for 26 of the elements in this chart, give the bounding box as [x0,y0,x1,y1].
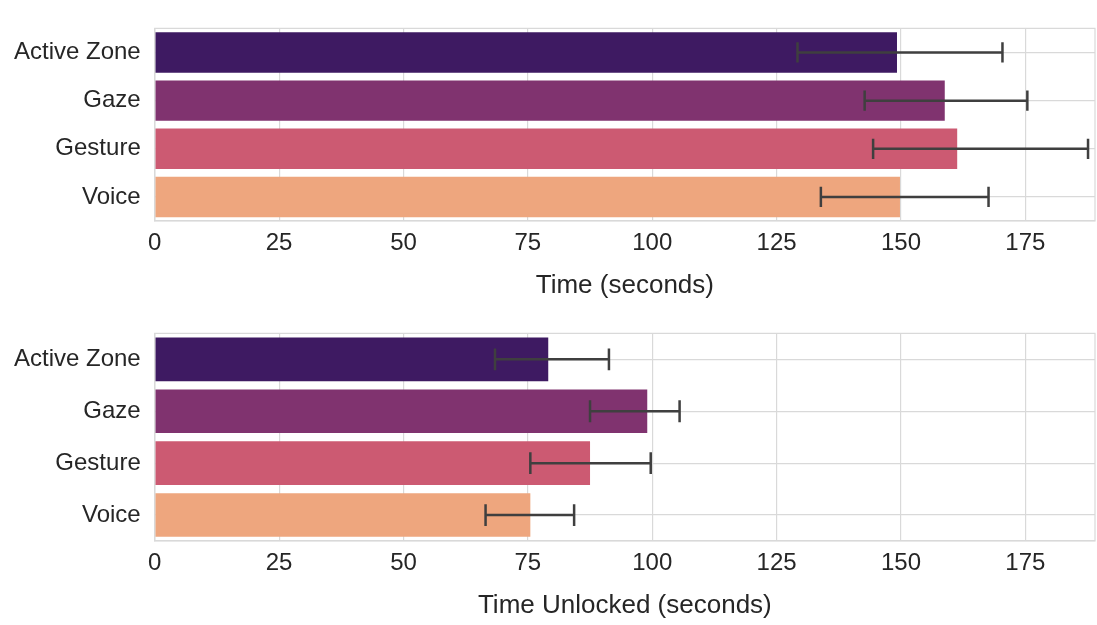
x-tick-label: 100 [632,228,673,256]
x-tick-label: 25 [265,548,293,576]
x-tick-label: 125 [756,228,797,256]
x-tick-label: 0 [148,548,162,576]
y-tick-label: Voice [82,181,141,209]
x-tick-label: 175 [1005,228,1046,256]
x-tick-label: 100 [632,548,673,576]
x-tick-label: 50 [390,228,417,256]
y-tick-label: Gaze [83,85,141,113]
y-tick-label: Gaze [83,395,141,423]
x-axis-title: Time Unlocked (seconds) [477,588,772,619]
x-tick-label: 150 [880,548,921,576]
x-tick-label: 0 [148,228,162,256]
y-tick-label: Active Zone [13,37,141,65]
y-tick-label: Voice [82,499,141,527]
y-tick-label: Gesture [55,447,141,475]
y-tick-label: Gesture [55,133,141,161]
x-tick-label: 50 [390,548,417,576]
x-tick-label: 25 [265,228,293,256]
y-tick-label: Active Zone [13,343,141,371]
x-tick-label: 150 [880,228,921,256]
x-tick-label: 175 [1005,548,1046,576]
x-axis-title: Time (seconds) [535,268,714,299]
x-tick-label: 75 [514,548,542,576]
x-tick-label: 125 [756,548,797,576]
x-tick-label: 75 [514,228,542,256]
